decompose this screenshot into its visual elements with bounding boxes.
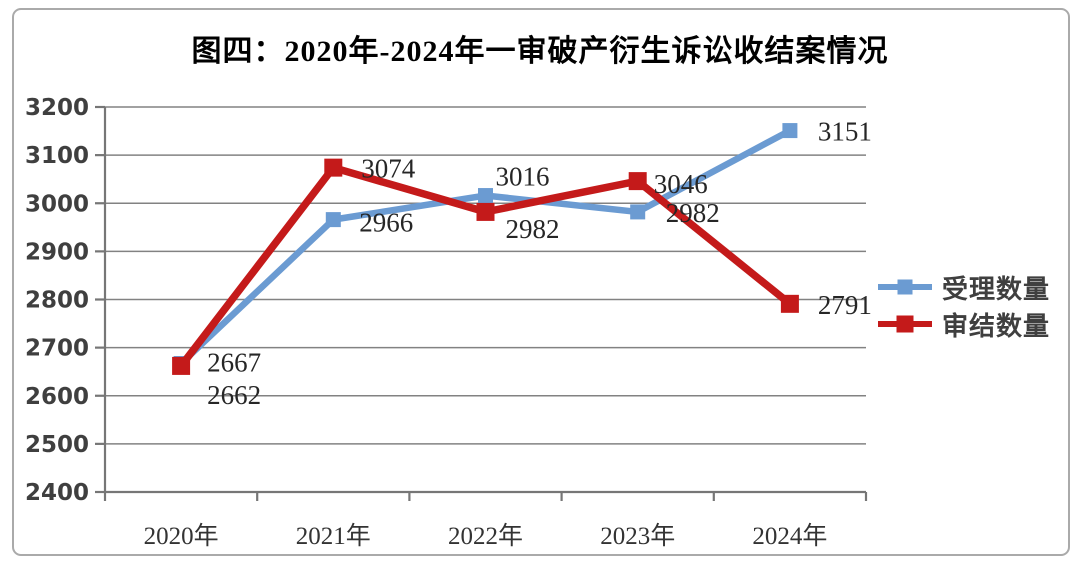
chart-title: 图四：2020年-2024年一审破产衍生诉讼收结案情况 — [191, 35, 889, 68]
svg-text:3200: 3200 — [25, 95, 89, 121]
svg-text:3100: 3100 — [25, 143, 89, 169]
svg-text:2982: 2982 — [506, 214, 560, 244]
svg-text:2662: 2662 — [207, 380, 261, 410]
svg-text:3016: 3016 — [496, 162, 550, 192]
svg-text:3151: 3151 — [818, 117, 872, 147]
svg-text:2600: 2600 — [25, 384, 89, 410]
legend-line-marker-red-icon — [878, 315, 932, 333]
svg-text:2022年: 2022年 — [448, 522, 523, 550]
legend-label-concluded: 审结数量 — [942, 311, 1051, 341]
svg-text:2800: 2800 — [25, 288, 89, 314]
svg-text:2021年: 2021年 — [296, 522, 371, 550]
svg-text:2791: 2791 — [818, 290, 872, 320]
svg-text:2023年: 2023年 — [600, 522, 675, 550]
legend-label-accepted: 受理数量 — [942, 274, 1051, 304]
legend-item-accepted: 受理数量 — [878, 272, 1050, 304]
svg-text:2024年: 2024年 — [752, 522, 827, 550]
card-border — [12, 8, 1070, 556]
svg-text:2982: 2982 — [666, 198, 720, 228]
legend-item-concluded: 审结数量 — [878, 309, 1050, 341]
svg-text:2667: 2667 — [207, 348, 261, 378]
legend-line-marker-blue-icon — [878, 278, 932, 296]
legend: 受理数量 审结数量 — [878, 272, 1050, 346]
svg-text:2020年: 2020年 — [144, 522, 219, 550]
svg-text:3074: 3074 — [361, 154, 416, 184]
svg-text:3046: 3046 — [654, 169, 708, 199]
svg-text:3000: 3000 — [25, 191, 89, 217]
svg-text:2700: 2700 — [25, 336, 89, 362]
svg-text:2966: 2966 — [359, 208, 413, 238]
svg-text:2900: 2900 — [25, 239, 89, 265]
svg-text:2500: 2500 — [25, 432, 89, 458]
svg-text:2400: 2400 — [25, 480, 89, 506]
